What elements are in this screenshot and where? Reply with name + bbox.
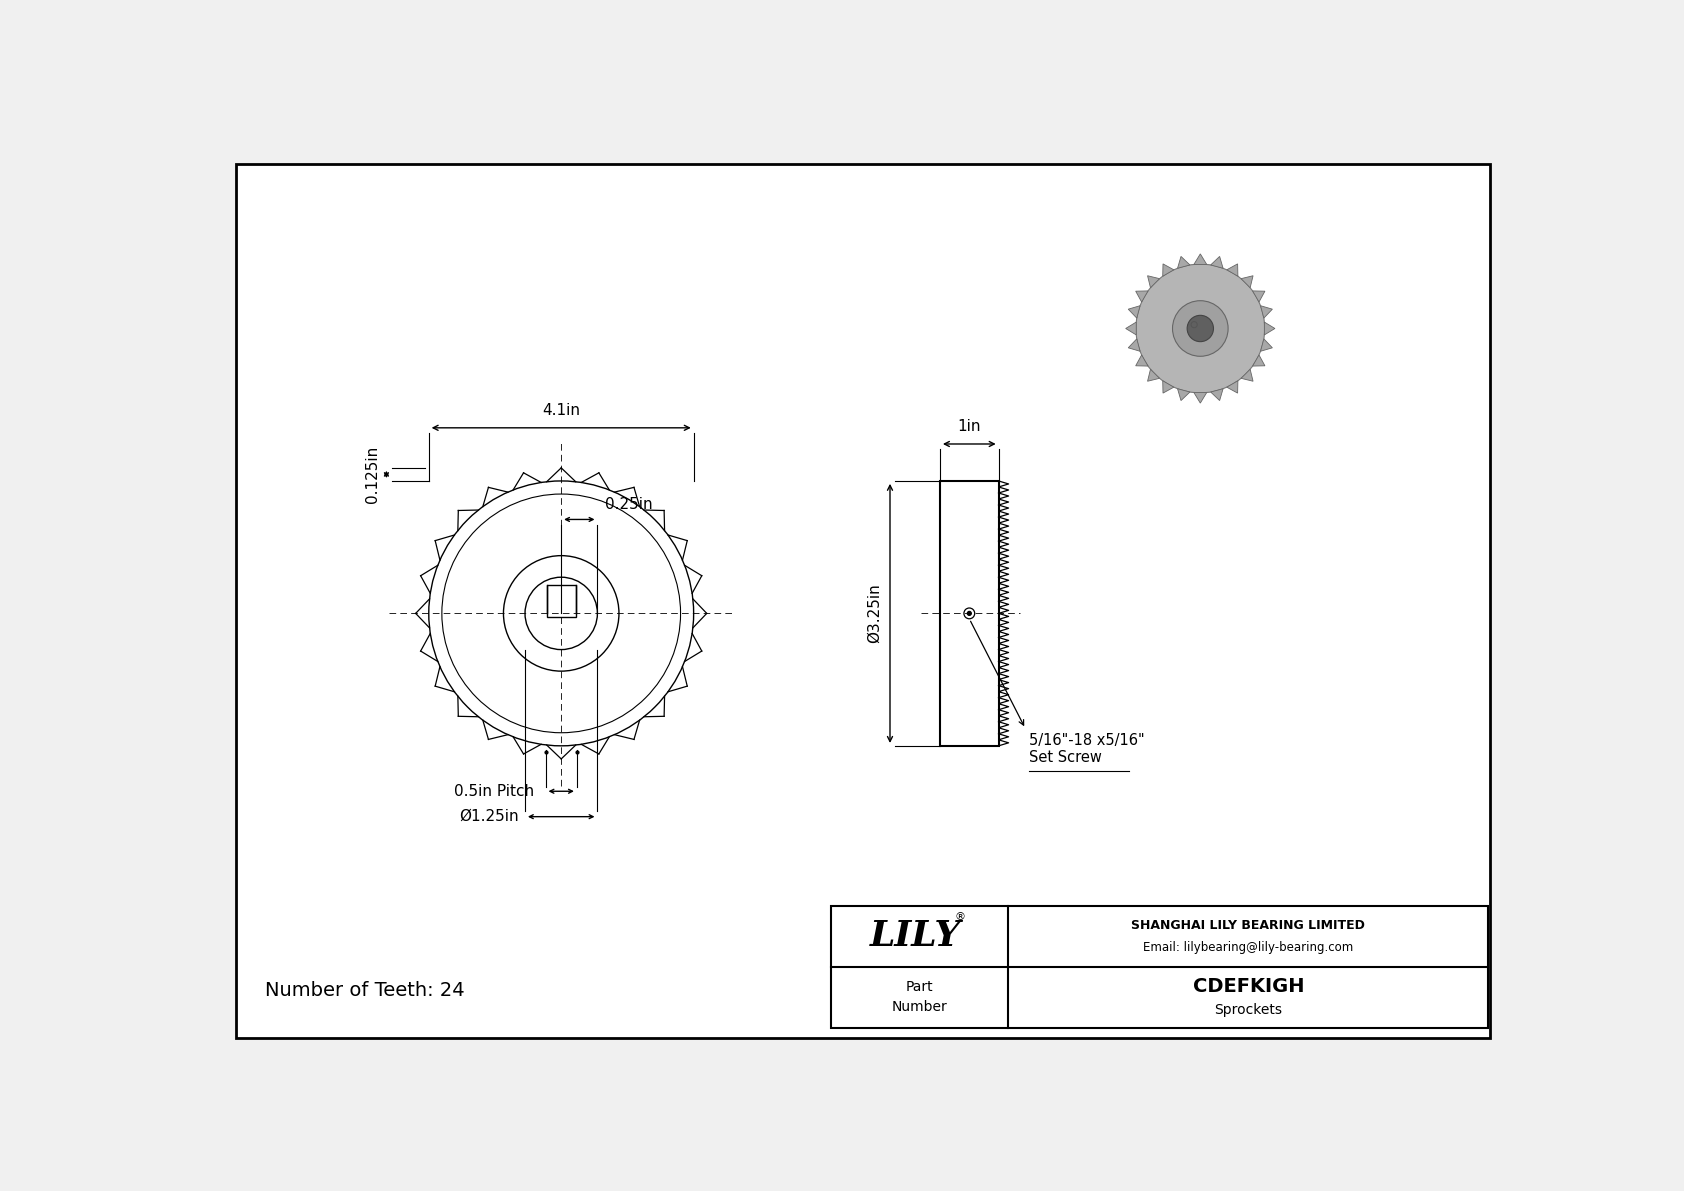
Polygon shape [1128, 306, 1140, 318]
Polygon shape [1253, 291, 1265, 303]
Text: Email: lilybearing@lily-bearing.com: Email: lilybearing@lily-bearing.com [1143, 941, 1354, 954]
Polygon shape [1261, 306, 1273, 318]
Text: Number of Teeth: 24: Number of Teeth: 24 [264, 981, 465, 1000]
Text: CDEFKIGH: CDEFKIGH [1192, 977, 1303, 996]
Text: Part
Number: Part Number [891, 980, 948, 1014]
Polygon shape [1241, 369, 1253, 381]
Ellipse shape [1164, 298, 1194, 360]
Text: 0.25in: 0.25in [605, 497, 653, 512]
Polygon shape [1177, 388, 1191, 400]
Text: 5/16"-18 x5/16"
Set Screw: 5/16"-18 x5/16" Set Screw [1029, 732, 1143, 765]
Circle shape [967, 611, 972, 616]
Polygon shape [1194, 393, 1207, 403]
Polygon shape [1162, 264, 1174, 276]
Bar [547, 585, 576, 617]
Polygon shape [1162, 381, 1174, 393]
Polygon shape [1226, 264, 1238, 276]
Polygon shape [1211, 256, 1223, 268]
Text: Ø3.25in: Ø3.25in [867, 584, 882, 643]
Text: 0.125in: 0.125in [365, 445, 381, 503]
Polygon shape [1147, 369, 1160, 381]
Polygon shape [1177, 256, 1191, 268]
Circle shape [1137, 264, 1265, 393]
Text: SHANGHAI LILY BEARING LIMITED: SHANGHAI LILY BEARING LIMITED [1132, 919, 1366, 933]
Polygon shape [1128, 339, 1140, 351]
Text: LILY: LILY [871, 919, 962, 954]
Polygon shape [1226, 381, 1238, 393]
Circle shape [1172, 300, 1228, 356]
Polygon shape [1261, 339, 1273, 351]
Polygon shape [1211, 388, 1223, 400]
Polygon shape [1194, 254, 1207, 264]
Bar [940, 481, 999, 746]
Text: Ø1.25in: Ø1.25in [460, 809, 519, 824]
Text: ®: ® [955, 912, 965, 922]
Text: 1in: 1in [958, 419, 982, 434]
Bar [830, 906, 1489, 1028]
Polygon shape [1253, 355, 1265, 366]
Polygon shape [1135, 355, 1148, 366]
Circle shape [1187, 316, 1214, 342]
Polygon shape [1265, 322, 1275, 335]
Text: 4.1in: 4.1in [542, 403, 581, 418]
Text: Sprockets: Sprockets [1214, 1003, 1282, 1017]
Polygon shape [1125, 322, 1137, 335]
Text: 0.5in Pitch: 0.5in Pitch [455, 784, 534, 799]
Polygon shape [1241, 276, 1253, 288]
Polygon shape [1135, 291, 1148, 303]
Polygon shape [1147, 276, 1160, 288]
